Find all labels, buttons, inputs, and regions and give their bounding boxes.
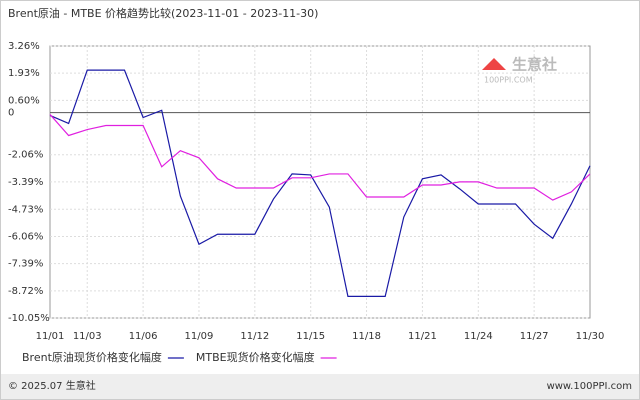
x-tick-label: 11/30	[576, 331, 605, 342]
x-tick-label: 11/01	[36, 331, 65, 342]
x-tick-label: 11/27	[520, 331, 549, 342]
y-tick-label: 1.93%	[8, 68, 40, 79]
x-tick-label: 11/24	[464, 331, 493, 342]
x-tick-label: 11/15	[296, 331, 325, 342]
y-tick-label: 3.26%	[8, 41, 40, 52]
watermark-site: 100PPI.COM	[484, 76, 533, 85]
y-tick-label: -4.73%	[8, 204, 43, 215]
legend-label: Brent原油现货价格变化幅度	[22, 350, 162, 364]
footer-bar	[1, 374, 639, 399]
watermark: 生意社 100PPI.COM	[482, 56, 557, 85]
y-tick-label: -10.05%	[8, 313, 50, 324]
y-tick-label: -3.39%	[8, 177, 43, 188]
y-tick-label: 0.60%	[8, 95, 40, 106]
x-tick-label: 11/06	[129, 331, 158, 342]
x-tick-label: 11/18	[352, 331, 381, 342]
x-tick-label: 11/09	[185, 331, 214, 342]
footer-left: © 2025.07 生意社	[8, 379, 96, 392]
watermark-icon	[482, 58, 506, 70]
series-line	[49, 114, 591, 201]
y-tick-label: -2.06%	[8, 150, 43, 161]
y-tick-label: 0	[8, 108, 14, 119]
chart-title: Brent原油 - MTBE 价格趋势比较(2023-11-01 - 2023-…	[8, 6, 318, 20]
watermark-name: 生意社	[512, 56, 557, 74]
x-tick-label: 11/12	[240, 331, 269, 342]
footer-right: www.100PPI.com	[547, 381, 632, 392]
y-tick-label: -6.06%	[8, 231, 43, 242]
legend-label: MTBE现货价格变化幅度	[196, 350, 315, 364]
y-tick-label: -8.72%	[8, 286, 43, 297]
series-line	[49, 69, 591, 297]
y-tick-label: -7.39%	[8, 259, 43, 270]
x-tick-label: 11/03	[73, 331, 102, 342]
x-tick-label: 11/21	[408, 331, 437, 342]
